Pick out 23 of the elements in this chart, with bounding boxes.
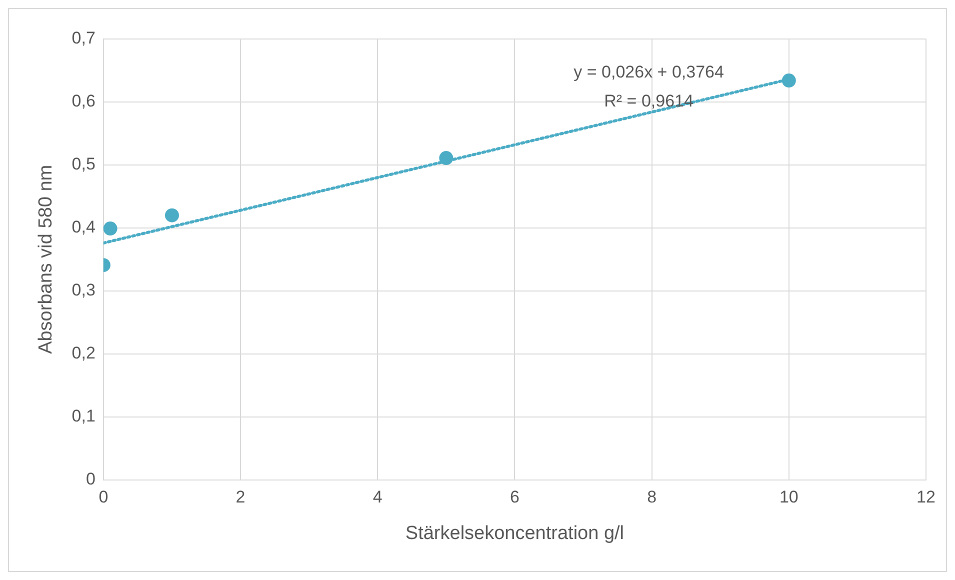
point — [103, 222, 118, 236]
y-tick-label: 0,4 — [72, 218, 96, 237]
y-tick-label: 0,1 — [72, 406, 96, 426]
point — [782, 74, 796, 88]
x-tick-label: 12 — [916, 488, 936, 507]
y-tick-label: 0,6 — [72, 92, 96, 111]
annotation: R² = 0,9614 — [604, 92, 694, 111]
y-tick-label: 0,5 — [72, 154, 96, 174]
point — [164, 208, 179, 222]
x-tick-label: 2 — [236, 488, 246, 507]
x-tick-label: 4 — [372, 488, 382, 507]
y-tick-label: 0,2 — [72, 344, 96, 363]
annotation: y = 0,026x + 0,3764 — [574, 62, 724, 82]
x-tick-label: 0 — [98, 488, 108, 507]
y-tick-label: 0 — [86, 469, 96, 488]
x-tick-label: 10 — [779, 488, 798, 507]
x-tick-label: 6 — [510, 488, 520, 507]
y-tick-label: 0,7 — [72, 28, 96, 48]
y-tick-label: 0,3 — [72, 280, 96, 300]
x-axis-title: Stärkelsekoncentration g/l — [405, 522, 624, 544]
point — [439, 151, 454, 166]
y-axis-title: Absorbans vid 580 nm — [36, 164, 57, 354]
x-tick-label: 8 — [647, 488, 657, 507]
